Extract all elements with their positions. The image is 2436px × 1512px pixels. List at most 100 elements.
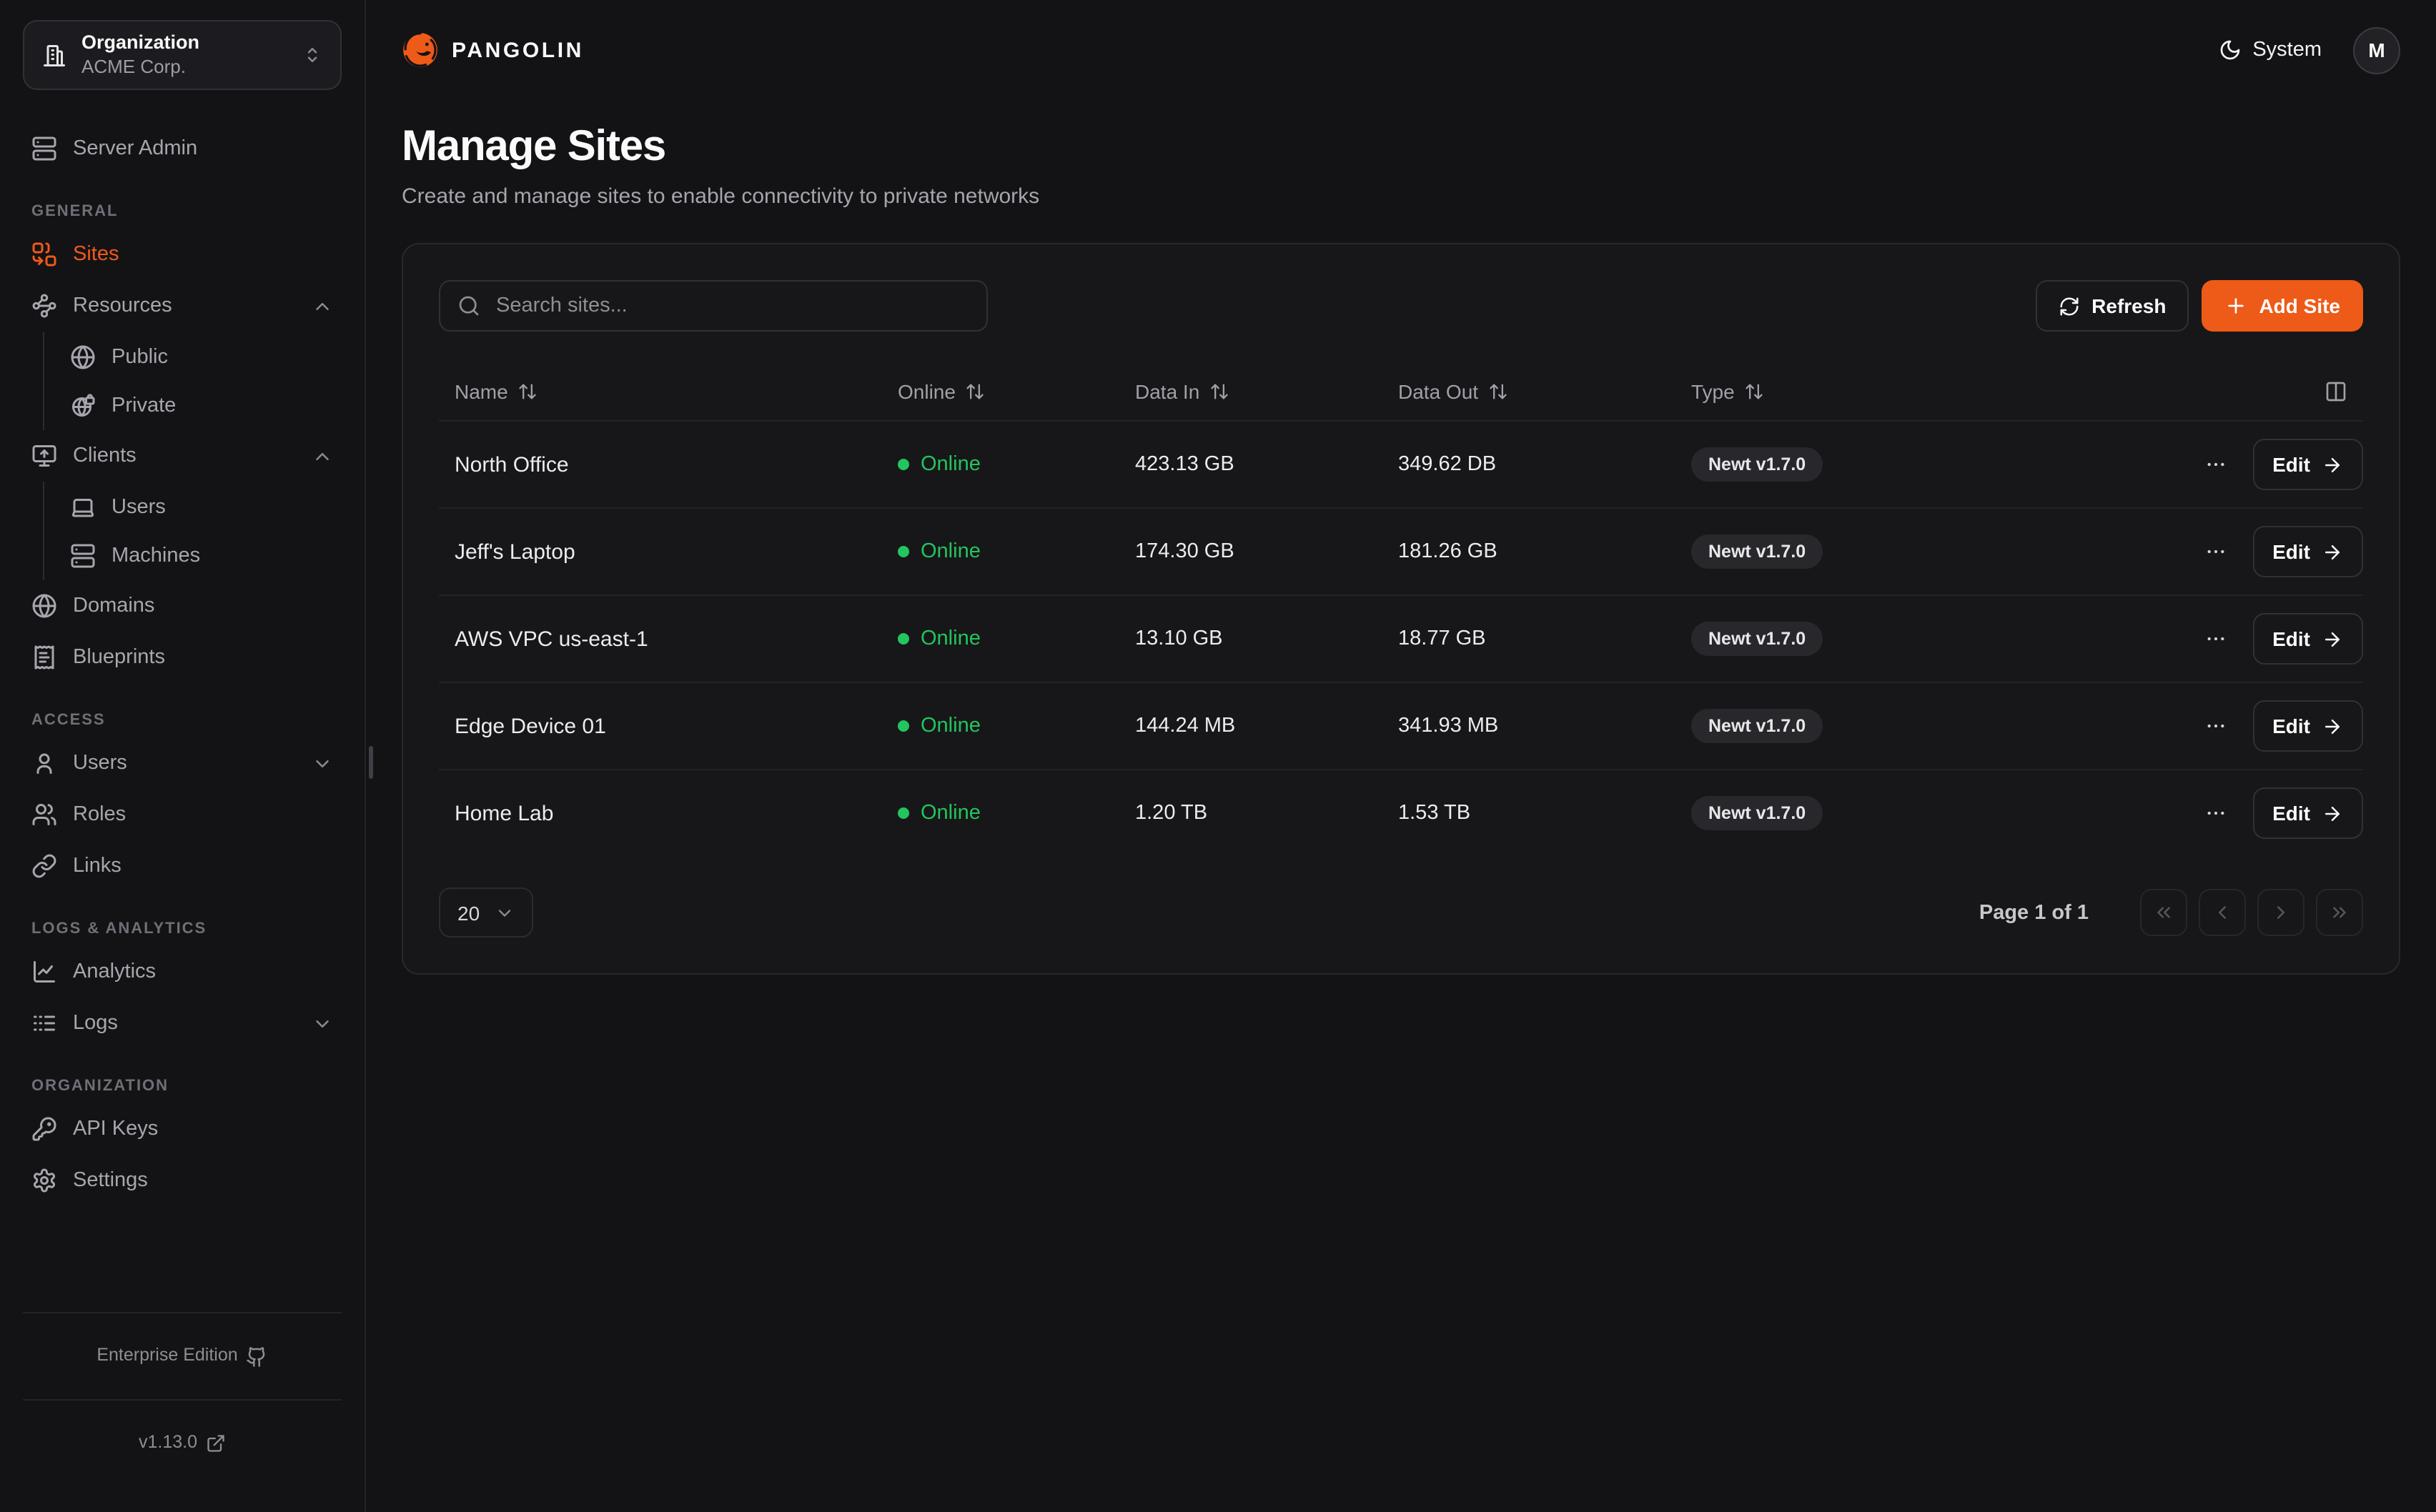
edit-button[interactable]: Edit: [2252, 787, 2363, 839]
sidebar-item-links[interactable]: Links: [23, 842, 342, 890]
columns-toggle-icon[interactable]: [2324, 380, 2347, 403]
toolbar: Refresh Add Site: [439, 280, 2363, 332]
theme-toggle[interactable]: System: [2218, 39, 2322, 61]
table-row[interactable]: North Office Online 423.13 GB 349.62 DB …: [439, 420, 2363, 507]
sidebar-item-clients[interactable]: Clients: [23, 432, 342, 480]
edit-label: Edit: [2272, 627, 2310, 650]
edition-label: Enterprise Edition: [96, 1345, 238, 1366]
sidebar-item-settings[interactable]: Settings: [23, 1156, 342, 1205]
sidebar-item-api-keys[interactable]: API Keys: [23, 1105, 342, 1153]
search-input[interactable]: [493, 293, 969, 319]
type-badge: Newt v1.7.0: [1691, 622, 1823, 656]
next-page-button[interactable]: [2257, 889, 2304, 936]
edit-button[interactable]: Edit: [2252, 613, 2363, 665]
row-menu-icon[interactable]: [2204, 715, 2227, 737]
sidebar-item-label: Users: [112, 495, 166, 519]
sidebar-item-client-users[interactable]: Users: [61, 483, 342, 530]
refresh-button[interactable]: Refresh: [2036, 280, 2189, 332]
row-menu-icon[interactable]: [2204, 453, 2227, 476]
data-out-cell: 349.62 DB: [1398, 453, 1497, 476]
org-switcher-label: Organization: [81, 31, 200, 53]
sidebar-item-public[interactable]: Public: [61, 333, 342, 380]
table-row[interactable]: Home Lab Online 1.20 TB 1.53 TB Newt v1.…: [439, 769, 2363, 856]
org-switcher[interactable]: Organization ACME Corp.: [23, 20, 342, 91]
sidebar-item-private[interactable]: Private: [61, 382, 342, 429]
clients-icon: [31, 443, 57, 469]
last-page-button[interactable]: [2316, 889, 2363, 936]
site-name-cell: Home Lab: [455, 801, 554, 825]
page-size-select[interactable]: 20: [439, 887, 533, 937]
chart-line-icon: [31, 959, 57, 985]
table-row[interactable]: Edge Device 01 Online 144.24 MB 341.93 M…: [439, 682, 2363, 769]
add-site-button[interactable]: Add Site: [2202, 280, 2363, 332]
chevrons-up-down-icon: [302, 44, 323, 66]
prev-page-button[interactable]: [2199, 889, 2246, 936]
online-status-label: Online: [921, 715, 981, 737]
site-status-cell: Online: [882, 627, 1119, 650]
sidebar-item-server-admin[interactable]: Server Admin: [23, 124, 342, 173]
arrow-right-icon: [2322, 454, 2343, 475]
column-header-online[interactable]: Online: [882, 380, 1119, 403]
table-row[interactable]: AWS VPC us-east-1 Online 13.10 GB 18.77 …: [439, 595, 2363, 682]
sidebar-item-domains[interactable]: Domains: [23, 582, 342, 630]
sidebar-item-blueprints[interactable]: Blueprints: [23, 633, 342, 682]
row-menu-icon[interactable]: [2204, 540, 2227, 563]
data-out-cell: 181.26 GB: [1398, 540, 1497, 563]
chevron-left-icon: [2212, 902, 2233, 923]
online-status-label: Online: [921, 627, 981, 650]
column-header-type[interactable]: Type: [1675, 380, 2061, 403]
edit-button[interactable]: Edit: [2252, 526, 2363, 577]
section-title-logs-analytics: LOGS & ANALYTICS: [31, 920, 207, 938]
github-icon[interactable]: [247, 1346, 268, 1367]
row-menu-icon[interactable]: [2204, 802, 2227, 825]
sidebar-item-analytics[interactable]: Analytics: [23, 948, 342, 996]
sidebar-item-resources[interactable]: Resources: [23, 282, 342, 330]
column-header-data-in[interactable]: Data In: [1119, 380, 1382, 403]
chevron-up-icon: [312, 295, 333, 317]
column-header-data-out[interactable]: Data Out: [1382, 380, 1675, 403]
site-status-cell: Online: [882, 715, 1119, 737]
pagination: 20 Page 1 of 1: [439, 887, 2363, 937]
key-icon: [31, 1116, 57, 1142]
site-status-cell: Online: [882, 540, 1119, 563]
sidebar-item-logs[interactable]: Logs: [23, 999, 342, 1048]
external-link-icon[interactable]: [206, 1433, 226, 1453]
site-type-cell: Newt v1.7.0: [1675, 534, 2061, 569]
sidebar-footer: Enterprise Edition v1.13.0: [23, 1312, 342, 1486]
edit-button[interactable]: Edit: [2252, 439, 2363, 490]
section-title-organization: ORGANIZATION: [31, 1078, 169, 1095]
sidebar-item-label: Domains: [73, 595, 155, 618]
sidebar-item-roles[interactable]: Roles: [23, 790, 342, 839]
sidebar-item-label: Public: [112, 345, 168, 369]
sidebar-scrollbar-thumb[interactable]: [369, 746, 373, 779]
globe-lock-icon: [70, 392, 96, 418]
refresh-label: Refresh: [2091, 294, 2167, 317]
resources-subtree: Public Private: [43, 332, 342, 431]
data-in-cell: 13.10 GB: [1135, 627, 1223, 650]
topbar: PANGOLIN System M: [402, 0, 2400, 100]
building-icon: [41, 42, 67, 68]
first-page-button[interactable]: [2140, 889, 2187, 936]
column-header-name[interactable]: Name: [439, 380, 882, 403]
theme-label: System: [2252, 39, 2322, 61]
sidebar-item-machines[interactable]: Machines: [61, 532, 342, 579]
sidebar-item-label: Machines: [112, 544, 201, 567]
globe-icon: [70, 344, 96, 369]
sidebar-item-users[interactable]: Users: [23, 739, 342, 787]
avatar[interactable]: M: [2353, 26, 2400, 74]
table-header-row: Name Online Data In Data Out: [439, 363, 2363, 420]
table-row[interactable]: Jeff's Laptop Online 174.30 GB 181.26 GB…: [439, 507, 2363, 595]
sort-icon: [966, 382, 986, 402]
sidebar-item-label: Private: [112, 394, 177, 417]
online-status-dot: [898, 720, 909, 732]
site-type-cell: Newt v1.7.0: [1675, 447, 2061, 482]
edit-button[interactable]: Edit: [2252, 700, 2363, 752]
globe-icon: [31, 593, 57, 619]
site-type-cell: Newt v1.7.0: [1675, 622, 2061, 656]
site-name-cell: AWS VPC us-east-1: [455, 627, 648, 651]
brand-name: PANGOLIN: [452, 38, 584, 62]
sidebar-item-sites[interactable]: Sites: [23, 230, 342, 279]
row-menu-icon[interactable]: [2204, 627, 2227, 650]
data-in-cell: 1.20 TB: [1135, 802, 1208, 825]
